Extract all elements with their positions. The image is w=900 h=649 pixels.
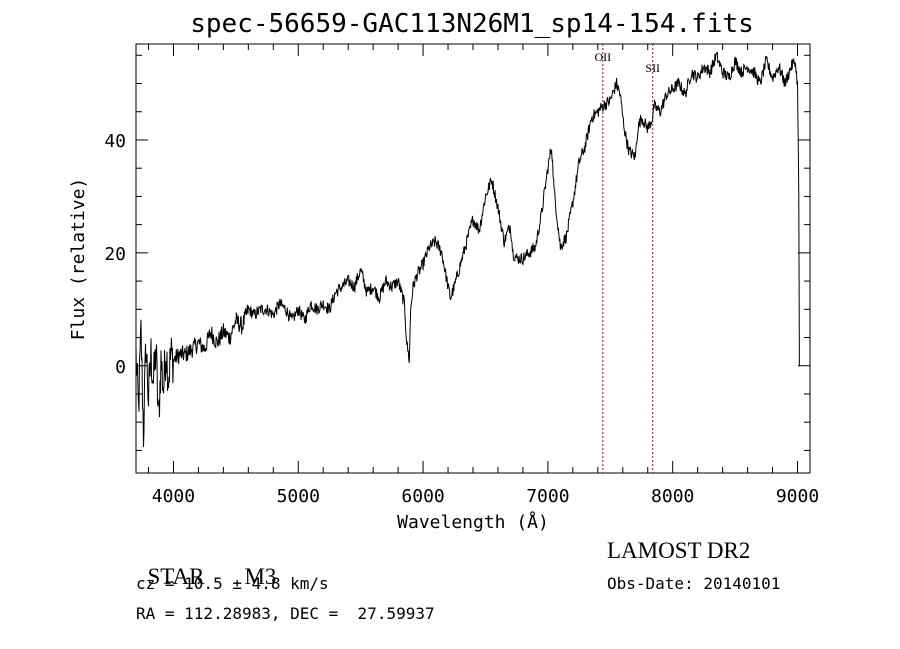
object-class: STAR M3 — [136, 538, 277, 590]
line-marker-label-sii: SII — [645, 61, 660, 75]
plot-frame — [135, 43, 811, 474]
x-tick-label: 9000 — [776, 486, 819, 507]
class-label: STAR — [147, 564, 205, 589]
line-markers: OII SII — [594, 44, 660, 473]
y-tick-label: 40 — [104, 131, 126, 152]
line-marker-label-oii: OII — [594, 50, 611, 64]
x-axis-label: Wavelength (Å) — [397, 511, 549, 533]
obs-date-label: Obs-Date: 20140101 — [607, 574, 781, 593]
spectrum-chart: spec-56659-GAC113N26M1_sp14-154.fits 400… — [68, 9, 819, 533]
y-tick-label: 20 — [104, 244, 126, 265]
coordinates-label: RA = 112.28983, DEC = 27.59937 — [136, 604, 435, 623]
survey-label: LAMOST DR2 — [607, 538, 751, 563]
x-axis: 4000 5000 6000 7000 8000 9000 — [147, 44, 819, 507]
x-tick-label: 4000 — [152, 486, 195, 507]
x-tick-label: 6000 — [401, 486, 444, 507]
y-axis-label: Flux (relative) — [68, 178, 89, 341]
y-axis: 0 20 40 — [104, 54, 810, 451]
x-tick-label: 8000 — [651, 486, 694, 507]
subclass-label: M3 — [244, 564, 277, 589]
y-tick-label: 0 — [115, 357, 126, 378]
flux-series-line — [135, 51, 800, 448]
x-tick-label: 7000 — [526, 486, 569, 507]
x-tick-label: 5000 — [277, 486, 320, 507]
chart-title: spec-56659-GAC113N26M1_sp14-154.fits — [190, 9, 754, 39]
redshift-label: cz = 10.5 ± 4.8 km/s — [136, 574, 329, 593]
